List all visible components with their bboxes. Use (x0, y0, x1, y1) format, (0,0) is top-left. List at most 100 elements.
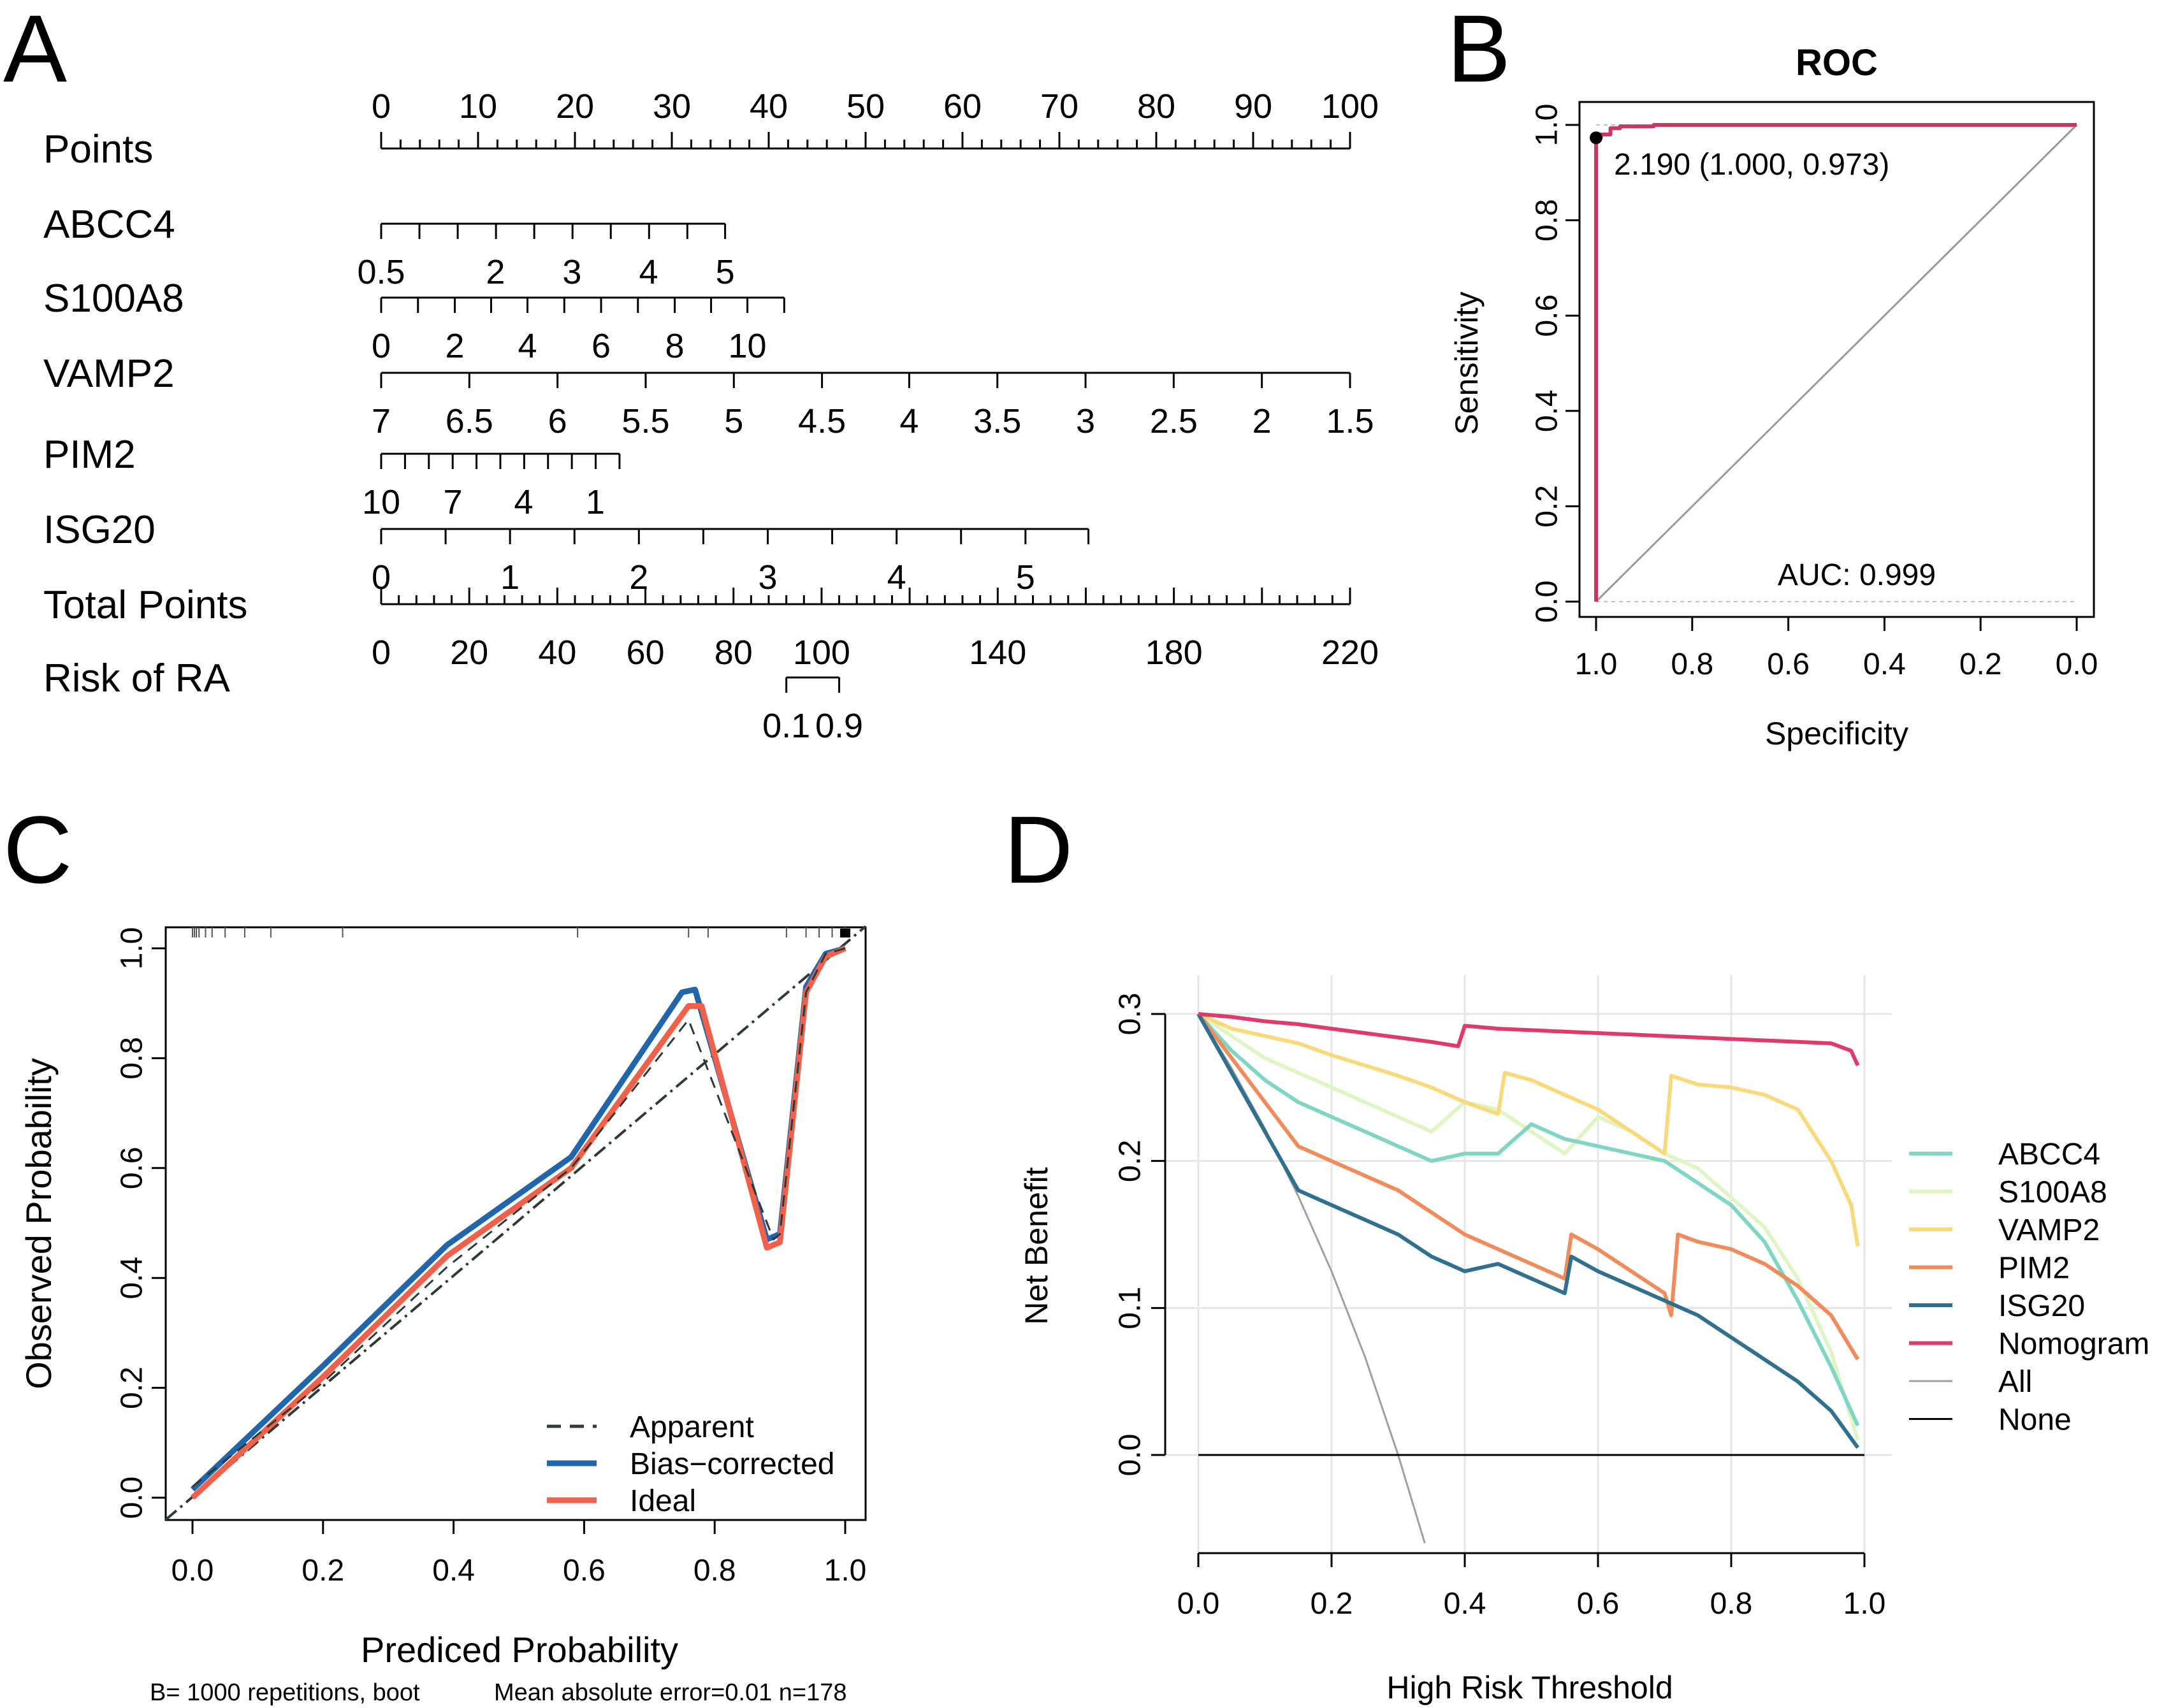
panel-label-d: D (1004, 796, 1073, 903)
calibration-x-tick-label: 0.8 (694, 1554, 736, 1588)
row-label-pim2: PIM2 (43, 433, 136, 477)
points-tick-label: 40 (750, 87, 788, 126)
dca-x-tick-label: 0.0 (1177, 1587, 1220, 1621)
abcc4-tick-label: 5 (716, 253, 735, 291)
series-abcc4 (1196, 1012, 1860, 1427)
total-points-tick-label: 140 (969, 633, 1026, 672)
abcc4-tick-label: 4 (639, 253, 658, 291)
series-apparent (192, 947, 846, 1487)
roc-x-axis-title: Specificity (1765, 716, 1908, 751)
roc-x-tick-label: 0.0 (2056, 648, 2098, 681)
dca-x-axis-title: High Risk Threshold (1386, 1670, 1673, 1705)
dca-y-tick-label: 0.2 (1114, 1140, 1147, 1182)
risk-tick-label: 0.9 (815, 707, 863, 745)
dca-x-tick-label: 0.6 (1577, 1587, 1620, 1621)
points-tick-label: 50 (846, 87, 885, 126)
dca-y-axis-title: Net Benefit (1019, 1167, 1054, 1324)
vamp2-tick-label: 4 (899, 402, 919, 440)
calibration-footnote-right: Mean absolute error=0.01 n=178 (494, 1679, 847, 1706)
s100a8-tick-label: 0 (372, 327, 391, 365)
dca-x-tick-label: 0.2 (1311, 1587, 1353, 1621)
calibration-y-tick-label: 1.0 (115, 927, 149, 970)
row-label-risk-of-ra: Risk of RA (43, 656, 230, 700)
abcc4-tick-label: 3 (562, 253, 581, 291)
abcc4-tick-label: 2 (486, 253, 505, 291)
roc-x-tick-label: 0.6 (1767, 648, 1810, 681)
total-points-tick-label: 20 (450, 633, 488, 672)
pim2-tick-label: 10 (362, 483, 400, 521)
total-points-tick-label: 100 (793, 633, 850, 672)
roc-y-axis-title: Sensitivity (1449, 291, 1485, 435)
calibration-panel: 0.0 0.2 0.4 0.6 0.8 1.0 Prediced Probability 0.… (18, 925, 867, 1706)
calibration-rug-cluster (840, 929, 850, 937)
decision-curve-panel: 0.0 0.2 0.4 0.6 0.8 1.0 High Risk Threshold 0.0… (1019, 975, 2149, 1705)
calibration-y-tick-label: 0.6 (115, 1147, 149, 1189)
roc-auc-label: AUC: 0.999 (1778, 558, 1936, 592)
points-tick-label: 90 (1234, 87, 1272, 126)
roc-panel: ROC 1.0 0.8 0.6 0.4 0.2 0.0 Specificity 0.0 0.2 0.… (1449, 42, 2098, 751)
points-tick-label: 10 (459, 87, 497, 126)
total-points-tick-label: 40 (538, 633, 576, 672)
calibration-x-tick-label: 0.4 (432, 1554, 475, 1588)
total-points-tick-label: 0 (372, 633, 391, 672)
calibration-x-tick-label: 0.2 (301, 1554, 344, 1588)
calibration-y-tick-label: 0.8 (115, 1037, 149, 1080)
roc-x-tick-label: 0.4 (1863, 648, 1906, 681)
roc-best-point (1590, 131, 1602, 145)
vamp2-tick-label: 1.5 (1326, 402, 1374, 440)
calibration-x-axis-title: Prediced Probability (361, 1630, 678, 1670)
points-tick-label: 60 (943, 87, 982, 126)
roc-diagonal (1595, 124, 2078, 603)
series-nomogram (1198, 1012, 1860, 1066)
isg20-tick-label: 1 (500, 558, 519, 597)
points-tick-label: 0 (372, 87, 391, 126)
vamp2-tick-label: 3 (1076, 402, 1095, 440)
legend-label-abcc4: ABCC4 (1998, 1138, 2100, 1171)
total-points-tick-label: 220 (1321, 633, 1379, 672)
calibration-y-tick-label: 0.4 (115, 1257, 149, 1299)
calibration-y-axis-title: Observed Probability (18, 1058, 59, 1389)
pim2-tick-label: 1 (586, 483, 605, 521)
dca-series-group (1196, 1012, 1864, 1544)
vamp2-tick-label: 6 (548, 402, 567, 440)
row-label-vamp2: VAMP2 (43, 352, 175, 396)
s100a8-tick-label: 8 (665, 327, 685, 365)
calibration-diagonal (164, 925, 867, 1521)
series-s100a8 (1197, 1012, 1860, 1441)
legend-label-apparent: Apparent (630, 1410, 754, 1444)
calibration-y-tick-label: 0.0 (115, 1477, 149, 1519)
isg20-tick-label: 4 (887, 558, 906, 597)
dca-x-tick-label: 0.8 (1710, 1587, 1753, 1621)
series-all (1197, 1013, 1426, 1544)
row-label-abcc4: ABCC4 (43, 203, 175, 247)
points-tick-label: 100 (1321, 87, 1379, 126)
series-ideal (190, 945, 846, 1500)
dca-y-tick-label: 0.3 (1114, 993, 1147, 1036)
vamp2-tick-label: 2 (1253, 402, 1272, 440)
points-tick-label: 80 (1137, 87, 1175, 126)
dca-y-tick-label: 0.0 (1114, 1434, 1147, 1477)
s100a8-tick-label: 6 (592, 327, 611, 365)
roc-y-tick-label: 0.4 (1530, 389, 1564, 432)
legend-label-bias-corrected: Bias−corrected (630, 1447, 835, 1481)
roc-y-tick-label: 0.6 (1530, 294, 1564, 337)
row-label-s100a8: S100A8 (43, 277, 184, 321)
s100a8-tick-label: 4 (518, 327, 537, 365)
row-label-points: Points (43, 127, 153, 171)
legend-label-vamp2: VAMP2 (1998, 1213, 2100, 1247)
legend-label-none: None (1998, 1403, 2072, 1437)
panel-label-b: B (1447, 0, 1511, 102)
series-isg20 (1196, 1013, 1860, 1449)
points-tick-label: 30 (653, 87, 691, 126)
panel-label-a: A (3, 0, 67, 102)
pim2-tick-label: 7 (443, 483, 462, 521)
s100a8-tick-label: 10 (729, 327, 767, 365)
roc-title: ROC (1796, 42, 1878, 83)
legend-label-pim2: PIM2 (1998, 1252, 2070, 1285)
vamp2-tick-label: 2.5 (1150, 402, 1198, 440)
legend-label-all: All (1998, 1365, 2032, 1399)
pim2-tick-label: 4 (514, 483, 533, 521)
s100a8-tick-label: 2 (445, 327, 464, 365)
roc-y-tick-label: 0.2 (1530, 485, 1564, 528)
